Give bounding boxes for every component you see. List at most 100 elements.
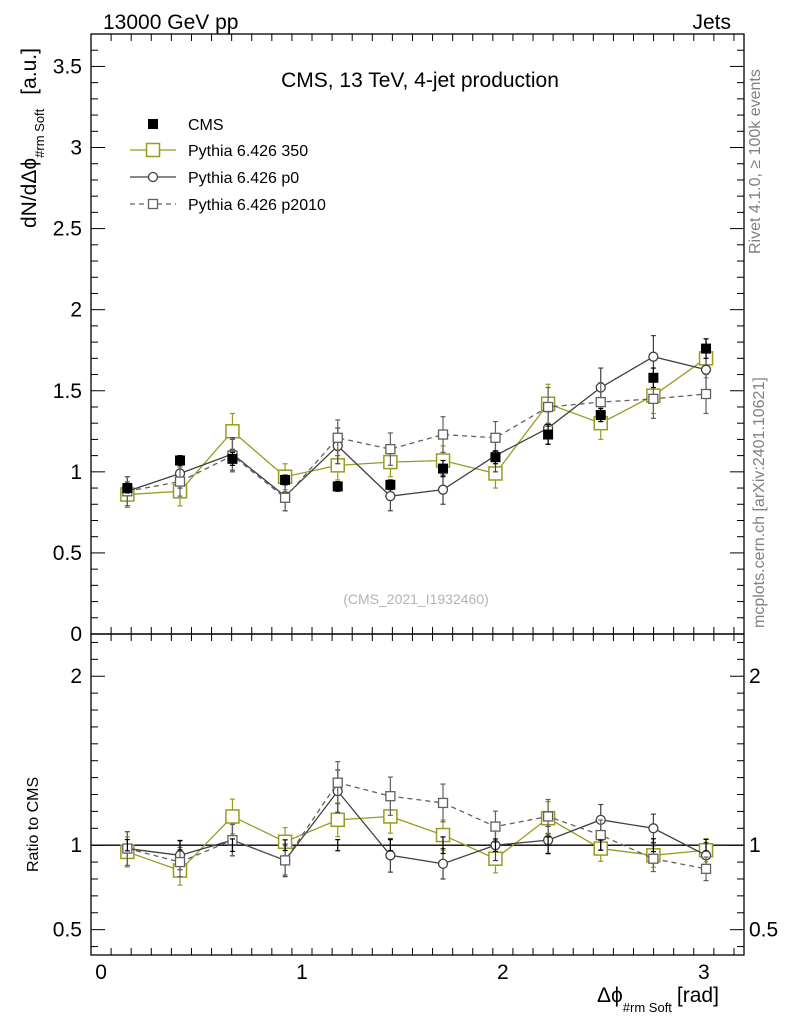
pythia-6-426-p2010-point	[490, 432, 501, 443]
y-tick-label: 3	[70, 137, 82, 160]
data-layer	[120, 335, 714, 886]
pythia-6-426-p0-point	[648, 823, 659, 834]
pythia-6-426-p2010-point	[542, 401, 554, 413]
pythia-6-426-p2010-ratio-series	[122, 761, 712, 882]
pythia-6-426-350-main-line	[127, 357, 707, 496]
pythia-6-426-p0-ratio-series	[122, 769, 712, 880]
y-axis-label-unit: [a.u.]	[18, 48, 41, 95]
cms-main-series	[122, 338, 712, 494]
pythia-6-426-p2010-point	[595, 829, 606, 841]
pythia-6-426-p2010-point	[595, 396, 606, 408]
legend: CMS Pythia 6.426 350 Pythia 6.426 p0 Pythia…	[130, 117, 326, 214]
x-tick-label: 3	[698, 961, 710, 984]
pythia-6-426-350-ratio-line	[127, 815, 707, 872]
pythia-6-426-p2010-point	[332, 777, 343, 788]
pythia-6-426-p2010-point	[174, 856, 186, 868]
x-tick-label: 2	[497, 961, 509, 984]
pythia-6-426-p2010-point	[437, 797, 449, 809]
y-tick-label: 2	[70, 299, 82, 322]
pythia-6-426-p2010-main-line	[127, 393, 707, 499]
pythia-6-426-p0-point	[437, 858, 449, 869]
pythia-6-426-p2010-point	[648, 853, 659, 864]
pythia-6-426-p2010-point	[279, 855, 291, 866]
y-tick-label: 3.5	[53, 55, 82, 78]
legend-entry-pythia-6-426-p0: Pythia 6.426 p0	[130, 170, 299, 187]
cms-point	[227, 453, 238, 464]
cms-point	[595, 410, 606, 421]
pythia-6-426-p2010-point	[437, 429, 449, 440]
x-tick-label: 1	[296, 961, 308, 984]
cms-point	[280, 474, 291, 485]
pythia-6-426-p0-point	[648, 351, 659, 362]
pythia-6-426-350-point	[225, 424, 240, 439]
cms-point	[385, 479, 396, 490]
y-tick-label: 2.5	[53, 218, 82, 241]
legend-label: Pythia 6.426 p2010	[188, 197, 326, 214]
ratio-tick-label: 0.5	[53, 919, 82, 942]
pythia-6-426-p0-point	[437, 484, 449, 495]
pythia-6-426-p0-point	[385, 491, 396, 502]
legend-marker	[147, 171, 159, 183]
svg-text:dN/dΔϕ#rm Soft[a.u.]: dN/dΔϕ#rm Soft [a.u.]	[18, 48, 47, 228]
pythia-6-426-p0-ratio-line	[127, 790, 707, 865]
legend-label: CMS	[188, 117, 224, 134]
ratio-y-axis-label: Ratio to CMS	[25, 777, 42, 872]
pythia-6-426-p0-point	[700, 364, 712, 375]
legend-marker	[147, 198, 159, 210]
header-energy: 13000 GeV pp	[103, 11, 238, 34]
ratio-frame	[90, 633, 745, 956]
x-axis-label-unit: [rad]	[677, 984, 719, 1007]
pythia-6-426-p2010-ratio-line	[127, 781, 707, 870]
legend-marker	[148, 119, 158, 129]
mcplots-label: mcplots.cern.ch [arXiv:2401.10621]	[751, 377, 768, 628]
rivet-label: Rivet 4.1.0, ≥ 100k events	[747, 69, 764, 254]
legend-entry-pythia-6-426-p2010: Pythia 6.426 p2010	[130, 197, 326, 214]
pythia-6-426-350-main-series	[120, 338, 714, 509]
pythia-6-426-p2010-point	[700, 863, 712, 874]
y-tick-label: 1	[70, 461, 82, 484]
header-jets: Jets	[692, 11, 731, 34]
chart-title: CMS, 13 TeV, 4-jet production	[281, 69, 559, 92]
cms-point	[543, 429, 554, 440]
pythia-6-426-350-point	[225, 809, 240, 824]
y-axis-label-main: dN/dΔϕ	[18, 158, 41, 228]
axes-layer: 0 1 2 3 0 0.5 1 1.5 2 2.5 3 3.5 0.5 0.5 1 1 2 2	[53, 33, 778, 984]
y-tick-label: 0	[70, 623, 82, 646]
pythia-6-426-p2010-point	[385, 443, 396, 455]
cms-point	[438, 463, 449, 474]
pythia-6-426-p2010-point	[279, 492, 291, 503]
pythia-6-426-p2010-point	[542, 811, 554, 822]
pythia-6-426-p2010-point	[490, 821, 501, 832]
pythia-6-426-p0-point	[385, 850, 396, 861]
pythia-6-426-p2010-point	[174, 476, 186, 487]
ratio-tick-label: 1	[70, 834, 82, 857]
cms-point	[490, 452, 501, 463]
cms-point	[648, 372, 659, 383]
ratio-tick-label: 2	[70, 665, 82, 688]
y-axis-label-sub: #rm Soft	[32, 108, 47, 158]
pythia-6-426-p2010-main-series	[122, 373, 712, 512]
y-tick-label: 0.5	[53, 542, 82, 565]
x-axis-label: Δϕ#rm Soft [rad]	[597, 984, 719, 1015]
pythia-6-426-p0-main-series	[122, 335, 712, 512]
cms-point	[175, 455, 186, 466]
ratio-tick-label: 0.5	[749, 919, 778, 942]
y-axis-label: dN/dΔϕ#rm Soft [a.u.]	[18, 48, 47, 228]
legend-label: Pythia 6.426 350	[188, 143, 308, 160]
cms-point	[701, 343, 712, 354]
pythia-6-426-p2010-point	[648, 393, 659, 405]
x-axis-label-main: Δϕ	[597, 984, 623, 1007]
pythia-6-426-350-point	[330, 812, 345, 828]
legend-label: Pythia 6.426 p0	[188, 170, 299, 187]
cms-point	[122, 483, 133, 494]
cms-point	[332, 481, 343, 492]
ratio-tick-label: 2	[749, 665, 761, 688]
x-tick-label: 0	[95, 961, 107, 984]
analysis-watermark: (CMS_2021_I1932460)	[343, 591, 489, 607]
x-axis-label-sub: #rm Soft	[623, 1000, 673, 1015]
legend-entry-cms: CMS	[148, 117, 224, 134]
ratio-tick-label: 1	[749, 834, 761, 857]
pythia-6-426-p2010-point	[332, 432, 343, 443]
pythia-6-426-p2010-point	[385, 791, 396, 802]
